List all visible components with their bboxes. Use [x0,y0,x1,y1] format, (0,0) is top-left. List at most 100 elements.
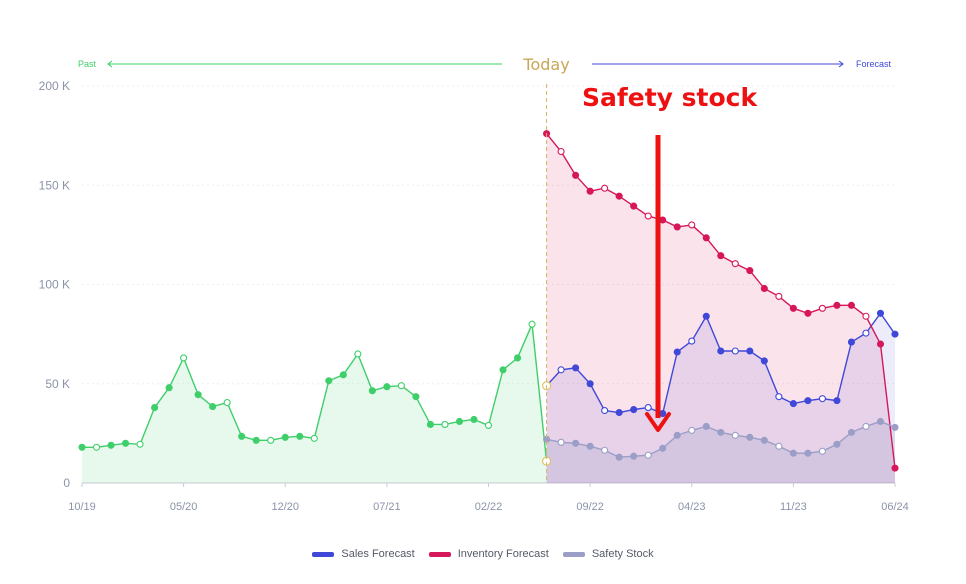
sales-forecast-point [630,406,638,414]
x-tick-label: 02/22 [475,501,503,513]
sales-forecast-point [876,309,885,317]
inventory-forecast-point [746,267,754,275]
inventory-forecast-point [847,301,855,309]
inventory-forecast-point [731,260,739,268]
x-tick-label: 07/21 [373,501,401,513]
history-point [209,403,217,411]
safety-stock-point [586,442,594,450]
history-area [82,324,547,483]
sales-forecast-point [601,406,609,415]
history-point [383,383,391,391]
history-point [441,420,449,428]
today-label: Today [522,55,569,74]
sales-forecast-point [673,348,681,356]
legend-swatch-sales [312,551,335,557]
sales-forecast-point [760,357,768,365]
inventory-forecast-point [601,184,609,192]
sales-forecast-point [702,312,710,320]
safety-stock-point [601,446,609,454]
inventory-forecast-point [586,187,594,195]
safety-stock-point [775,442,783,450]
history-point [368,387,376,395]
history-point [136,440,144,448]
x-tick-label: 09/22 [576,501,604,513]
x-tick-label: 06/24 [881,501,909,513]
history-point [281,433,289,441]
inventory-forecast-point [659,216,667,224]
history-point [238,432,246,440]
safety-stock-point [630,452,638,460]
history-point [92,443,101,451]
sales-area [546,313,895,483]
sales-forecast-point [804,397,812,405]
forecast-label: Forecast [856,59,892,69]
safety-stock-point [717,428,725,436]
history-point [426,420,434,428]
sales-forecast-point [586,380,594,388]
x-tick-label: 05/20 [170,501,198,513]
legend-item-safety[interactable]: Safety Stock [562,548,654,560]
history-point [78,443,86,451]
inventory-forecast-point [717,252,725,260]
x-tick-label: 04/23 [678,501,706,513]
y-tick-label: 100 K [39,278,70,292]
sales-forecast-point [717,347,725,355]
y-tick-label: 50 K [45,377,70,391]
safety-stock-point [644,451,652,459]
history-point [107,441,115,449]
history-point [151,404,159,412]
inventory-forecast-point [557,147,565,156]
history-point [354,350,362,358]
legend-item-inventory[interactable]: Inventory Forecast [428,548,549,560]
history-point [412,393,420,401]
history-point [499,366,507,374]
safety-stock-point [760,436,768,444]
safety-stock-annotation: Safety stock [582,83,758,112]
history-point [484,421,493,429]
safety-stock-point [673,431,681,439]
history-point [339,371,347,379]
history-point [194,391,202,399]
inventory-forecast-point [775,292,783,300]
y-tick-label: 0 [63,476,70,490]
safety-stock-point [615,453,623,461]
inventory-forecast-point [572,171,580,179]
history-point [165,384,173,392]
history-point [122,439,130,447]
inventory-forecast-point [630,202,638,210]
sales-forecast-point [615,408,623,417]
sales-forecast-point [644,404,652,412]
history-point [223,399,231,407]
safety-stock-point [862,422,870,430]
history-point [528,320,536,328]
inventory-forecast-point [891,464,899,472]
safety-stock-point [557,438,565,446]
inventory-forecast-point [862,312,870,320]
legend-label-inventory: Inventory Forecast [457,548,549,560]
safety-stock-point [847,428,855,436]
safety-stock-point [702,422,710,430]
inventory-area [546,133,895,483]
sales-forecast-point [833,397,841,405]
legend-swatch-inventory [428,551,451,557]
sales-forecast-point [659,409,667,418]
history-point [455,417,464,426]
history-point [397,382,405,390]
sales-forecast-point [789,400,797,408]
legend: Sales Forecast Inventory Forecast Safety… [0,548,966,560]
annotation-arrow-head [645,412,671,432]
legend-item-sales[interactable]: Sales Forecast [312,548,415,560]
x-tick-label: 10/19 [68,501,96,513]
sales-forecast-point [775,393,783,401]
y-tick-label: 150 K [39,178,70,192]
sales-forecast-point [731,347,739,355]
history-point [310,434,318,442]
legend-label-sales: Sales Forecast [341,548,415,560]
safety-stock-point [789,449,797,457]
safety-area [546,421,895,483]
inventory-forecast-point [615,192,623,200]
forecast-arrow [838,60,844,68]
safety-stock-point [572,439,580,447]
safety-stock-point [833,440,841,448]
